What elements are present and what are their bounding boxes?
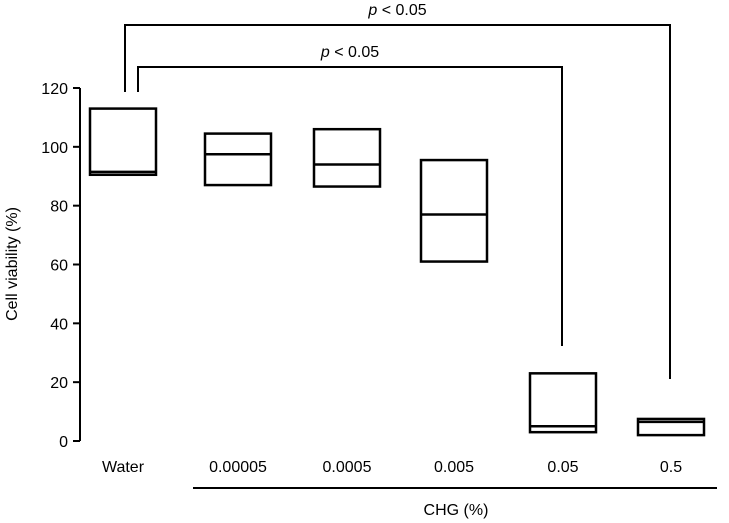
box-0.5: [636, 417, 706, 437]
y-tick-label-80: 80: [50, 199, 68, 216]
x-tick-label-Water: Water: [102, 459, 145, 476]
y-tick-label-60: 60: [50, 258, 68, 275]
y-ticks: 0 20 40 60 80 100 120: [41, 81, 80, 451]
x-tick-label-0.005: 0.005: [434, 459, 474, 476]
x-tick-label-0.5: 0.5: [660, 459, 682, 476]
x-axis-title: CHG (%): [424, 502, 489, 519]
bracket-water-vs-0.05: [137, 66, 563, 346]
box-0.00005: [203, 132, 273, 187]
y-tick-label-40: 40: [50, 316, 68, 333]
p-value-label-0.5: p < 0.05: [367, 2, 426, 19]
y-tick-label-0: 0: [59, 434, 68, 451]
box-0.005: [419, 158, 489, 263]
x-tick-labels: Water 0.00005 0.0005 0.005 0.05 0.5: [102, 459, 682, 476]
p-value-label-0.05: p < 0.05: [320, 44, 379, 61]
y-axis-title: Cell viability (%): [4, 207, 21, 321]
significance-brackets: p < 0.05 p < 0.05: [124, 2, 671, 379]
y-tick-label-20: 20: [50, 375, 68, 392]
bracket-water-vs-0.5: [124, 24, 671, 379]
x-tick-label-0.05: 0.05: [547, 459, 578, 476]
box-0.05: [528, 372, 598, 434]
boxes: [88, 107, 706, 437]
y-tick-label-120: 120: [41, 81, 68, 98]
box-Water: [88, 107, 158, 177]
x-tick-label-0.00005: 0.00005: [209, 459, 267, 476]
y-tick-label-100: 100: [41, 140, 68, 157]
x-tick-label-0.0005: 0.0005: [323, 459, 372, 476]
box-0.0005: [312, 127, 382, 188]
